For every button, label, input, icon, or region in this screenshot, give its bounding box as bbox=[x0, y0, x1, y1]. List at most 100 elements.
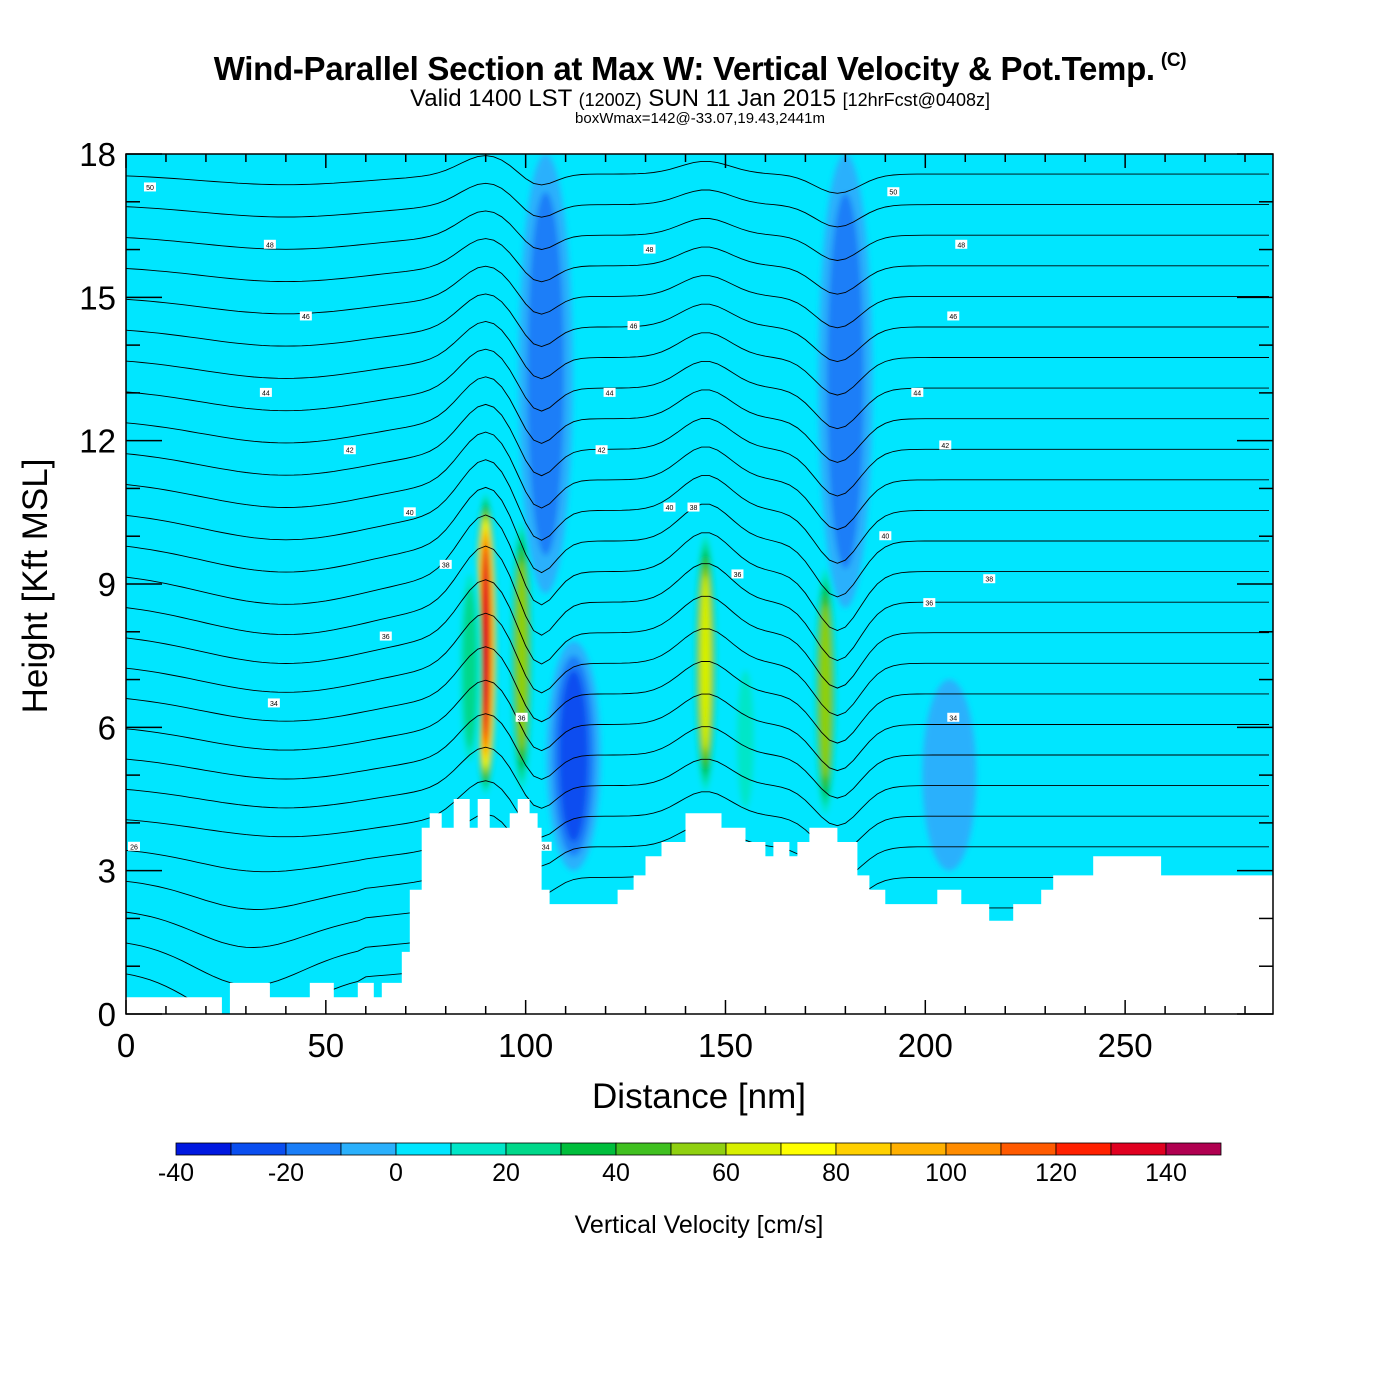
theta-label: 36 bbox=[382, 634, 390, 641]
theta-label: 36 bbox=[734, 572, 742, 579]
theta-label-bg bbox=[595, 445, 608, 455]
theta-label: 40 bbox=[881, 534, 889, 541]
theta-label-bg bbox=[259, 387, 272, 397]
theta-label: 38 bbox=[690, 505, 698, 512]
theta-label-bg bbox=[299, 311, 312, 321]
theta-label-bg bbox=[643, 244, 656, 254]
theta-isoline bbox=[126, 679, 1269, 772]
box-wmax-note: boxWmax=142@-33.07,19.43,2441m bbox=[575, 110, 825, 127]
y-tick-label: 0 bbox=[98, 996, 116, 1033]
theta-isoline bbox=[126, 403, 1269, 497]
copyright-mark: (C) bbox=[1160, 50, 1187, 71]
theta-label-bg bbox=[731, 569, 744, 579]
velocity-band bbox=[559, 670, 589, 842]
theta-label-bg bbox=[439, 559, 452, 569]
theta-label-bg bbox=[263, 239, 276, 249]
colorbar-swatch bbox=[1165, 1142, 1222, 1156]
theta-isoline bbox=[126, 746, 1269, 827]
velocity-feature bbox=[922, 679, 977, 871]
velocity-band bbox=[922, 679, 977, 871]
theta-label: 46 bbox=[302, 314, 310, 321]
theta-label-bg bbox=[127, 841, 140, 851]
chart-title: Wind-Parallel Section at Max W: Vertical… bbox=[0, 50, 1400, 88]
colorbar-tick-label: -20 bbox=[268, 1159, 304, 1187]
x-tick-label: 100 bbox=[498, 1027, 553, 1064]
theta-label-bg bbox=[879, 531, 892, 541]
theta-label-bg bbox=[955, 239, 968, 249]
theta-isoline bbox=[126, 348, 1269, 430]
theta-label: 42 bbox=[346, 448, 354, 455]
velocity-band bbox=[736, 670, 755, 809]
colorbar-tick-label: 120 bbox=[1035, 1159, 1077, 1187]
colorbar-tick-label: 100 bbox=[925, 1159, 967, 1187]
theta-label: 48 bbox=[957, 242, 965, 249]
velocity-band bbox=[820, 604, 831, 779]
theta-label: 46 bbox=[949, 314, 957, 321]
x-tick-label: 0 bbox=[117, 1027, 135, 1064]
x-tick-label: 50 bbox=[307, 1027, 344, 1064]
theta-isoline bbox=[126, 514, 1269, 631]
colorbar-swatch bbox=[285, 1142, 342, 1156]
theta-label: 46 bbox=[630, 324, 638, 331]
theta-label: 38 bbox=[442, 562, 450, 569]
colorbar-swatch bbox=[230, 1142, 287, 1156]
theta-label-bg bbox=[603, 387, 616, 397]
colorbar-swatch bbox=[450, 1142, 507, 1156]
colorbar-swatch bbox=[780, 1142, 837, 1156]
theta-isoline bbox=[126, 713, 1269, 799]
colorbar-swatch bbox=[945, 1142, 1002, 1156]
y-tick-label: 6 bbox=[98, 709, 116, 746]
theta-label-bg bbox=[627, 321, 640, 330]
y-axis-title: Height [Kft MSL] bbox=[16, 459, 55, 714]
colorbar-swatch bbox=[725, 1142, 782, 1156]
colorbar-swatch bbox=[175, 1142, 232, 1156]
theta-label: 34 bbox=[270, 701, 278, 708]
theta-label: 50 bbox=[146, 185, 154, 192]
theta-isoline bbox=[126, 646, 1269, 744]
theta-label-bg bbox=[887, 187, 900, 197]
theta-label-bg bbox=[403, 507, 416, 517]
y-tick-label: 18 bbox=[79, 136, 116, 173]
x-axis-title: Distance [nm] bbox=[592, 1077, 806, 1116]
theta-isoline bbox=[126, 545, 1269, 661]
chart-subtitle: Valid 1400 LST (1200Z) SUN 11 Jan 2015 [… bbox=[0, 85, 1400, 113]
colorbar-swatch bbox=[1055, 1142, 1112, 1156]
theta-label: 26 bbox=[130, 844, 138, 851]
colorbar-swatch bbox=[1000, 1142, 1057, 1156]
velocity-feature bbox=[818, 154, 873, 608]
terrain-surface bbox=[126, 799, 1273, 1014]
theta-isoline bbox=[126, 459, 1269, 564]
chart-title-text: Wind-Parallel Section at Max W: Vertical… bbox=[213, 50, 1155, 87]
y-tick-label: 12 bbox=[79, 423, 116, 460]
valid-utc: (1200Z) bbox=[578, 90, 642, 110]
theta-isoline bbox=[126, 579, 1269, 689]
theta-label-bg bbox=[143, 182, 156, 192]
colorbar-swatch bbox=[505, 1142, 562, 1156]
velocity-band bbox=[481, 550, 490, 737]
velocity-band bbox=[527, 192, 564, 556]
colorbar: -40 -20 0 20 40 60 80 100 120 140 bbox=[158, 1142, 1222, 1187]
colorbar-swatch bbox=[1110, 1142, 1167, 1156]
colorbar-swatch bbox=[395, 1142, 452, 1156]
theta-label-bg bbox=[343, 445, 356, 455]
theta-isoline bbox=[126, 780, 1269, 854]
theta-label: 40 bbox=[666, 505, 674, 512]
theta-label-bg bbox=[983, 574, 996, 584]
x-tick-label: 150 bbox=[698, 1027, 753, 1064]
terrain bbox=[126, 799, 1273, 1014]
velocity-band bbox=[700, 575, 711, 751]
theta-label: 36 bbox=[518, 715, 526, 722]
valid-date: SUN 11 Jan 2015 bbox=[648, 85, 836, 112]
theta-label: 44 bbox=[606, 390, 614, 397]
colorbar-tick-label: 20 bbox=[492, 1159, 520, 1187]
velocity-feature bbox=[473, 488, 498, 799]
theta-label-bg bbox=[539, 841, 552, 851]
colorbar-tick-label: 60 bbox=[712, 1159, 740, 1187]
colorbar-swatch bbox=[615, 1142, 672, 1156]
colorbar-swatch bbox=[890, 1142, 947, 1156]
theta-isoline bbox=[126, 155, 1269, 194]
x-tick-label: 250 bbox=[1098, 1027, 1153, 1064]
forecast-info: [12hrFcst@0408z] bbox=[842, 90, 990, 110]
colorbar-swatch bbox=[340, 1142, 397, 1156]
